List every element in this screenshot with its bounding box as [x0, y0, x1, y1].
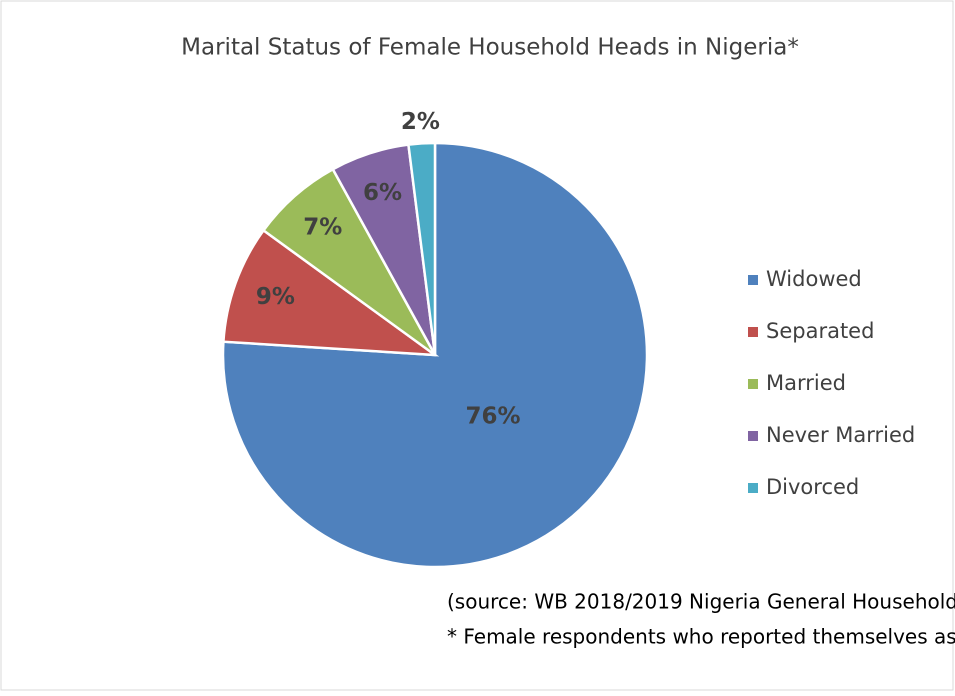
source-note: (source: WB 2018/2019 Nigeria General Ho… — [447, 590, 955, 614]
legend-swatch — [748, 379, 758, 389]
pie-slice — [221, 141, 649, 569]
legend-label: Married — [766, 371, 846, 395]
legend-swatch — [748, 431, 758, 441]
legend-swatch — [748, 483, 758, 493]
legend-swatch — [748, 327, 758, 337]
legend-label: Separated — [766, 319, 874, 343]
data-label: 76% — [466, 403, 521, 429]
data-label: 2% — [401, 109, 440, 135]
data-label: 9% — [256, 284, 295, 310]
pie-slice — [407, 141, 437, 356]
legend-swatch — [748, 275, 758, 285]
legend-label: Never Married — [766, 423, 915, 447]
footnote: * Female respondents who reported themse… — [447, 625, 955, 649]
legend-label: Widowed — [766, 267, 862, 291]
legend-label: Divorced — [766, 475, 859, 499]
data-label: 6% — [363, 180, 402, 206]
data-label: 7% — [303, 214, 342, 240]
pie-slice — [222, 228, 440, 357]
chart-title: Marital Status of Female Household Heads… — [181, 35, 799, 61]
